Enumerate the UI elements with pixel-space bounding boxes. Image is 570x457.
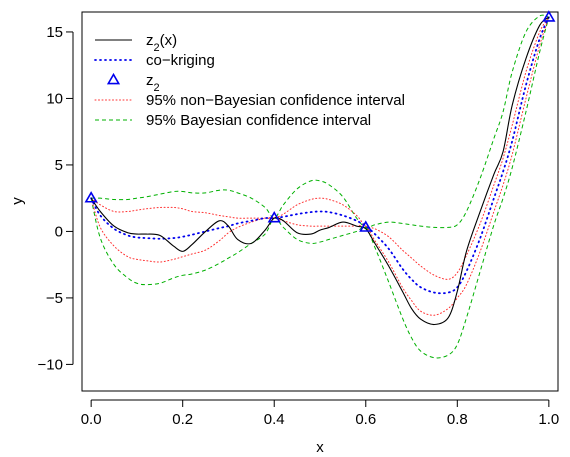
observation-point-3: [542, 10, 556, 22]
legend-swatch-triangle: [106, 72, 121, 85]
legend-label-bayes: 95% Bayesian confidence interval: [146, 112, 371, 129]
x-tick-label-4: 0.8: [447, 411, 468, 428]
x-tick-label-3: 0.6: [355, 411, 376, 428]
series-layer: [90, 14, 550, 359]
series-line-0: [90, 16, 550, 326]
observation-point-1: [267, 211, 281, 223]
legend-item-obs: z2: [106, 72, 160, 94]
legend-item-solid: z2(x): [95, 32, 177, 54]
legend-label-solid: z2(x): [146, 32, 177, 54]
y-tick-label-5: 15: [46, 24, 63, 41]
y-tick-label-1: −5: [46, 290, 63, 307]
observation-point-0: [84, 191, 98, 203]
y-tick-label-0: −10: [38, 356, 63, 373]
x-axis: 0.0 0.2 0.4 0.6 0.8 1.0: [81, 399, 559, 428]
y-tick-label-4: 10: [46, 90, 63, 107]
y-tick-label-3: 5: [55, 157, 63, 174]
x-tick-label-5: 1.0: [538, 411, 559, 428]
y-axis-label: y: [9, 197, 26, 205]
series-line-1: [90, 16, 550, 295]
x-tick-label-0: 0.0: [81, 411, 102, 428]
series-line-5: [90, 17, 550, 359]
points-layer: [84, 10, 556, 232]
plot-frame: [81, 11, 559, 392]
x-tick-label-2: 0.4: [264, 411, 285, 428]
legend-item-nonbayes: 95% non−Bayesian confidence interval: [94, 92, 405, 109]
y-tick-label-2: 0: [55, 223, 63, 240]
x-axis-label: x: [316, 439, 324, 456]
legend-label-cokriging: co−kriging: [146, 52, 215, 69]
y-axis: −10 −5 0 5 10 15: [38, 24, 74, 373]
legend-item-cokriging: co−kriging: [94, 52, 215, 69]
legend-label-obs: z2: [146, 72, 160, 94]
observation-point-2: [359, 220, 373, 232]
series-line-4: [91, 14, 550, 229]
series-line-2: [90, 16, 550, 280]
legend-item-bayes: 95% Bayesian confidence interval: [95, 112, 371, 129]
legend-label-nonbayes: 95% non−Bayesian confidence interval: [146, 92, 405, 109]
x-tick-label-1: 0.2: [172, 411, 193, 428]
